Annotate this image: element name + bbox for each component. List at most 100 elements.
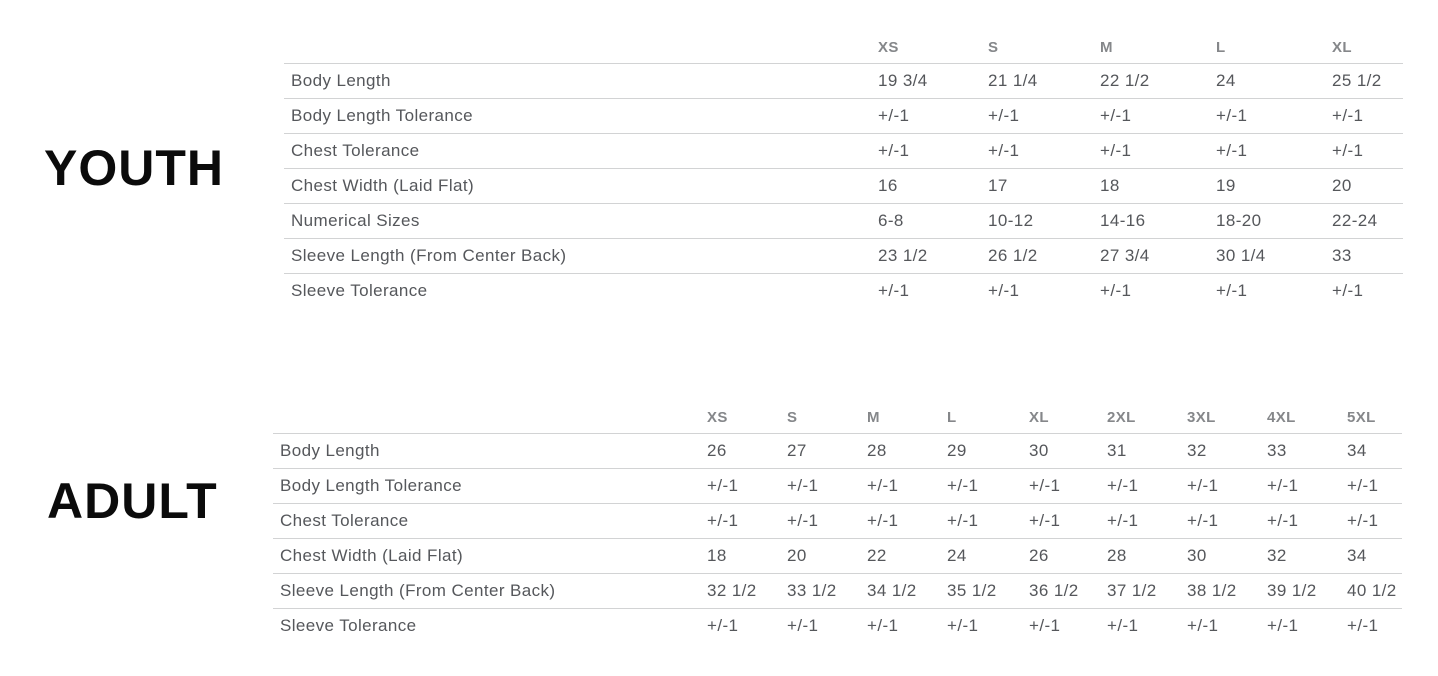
row-label: Numerical Sizes [291,210,420,230]
size-value: +/-1 [1187,615,1219,635]
size-value: 30 [1187,545,1207,565]
size-value: 33 1/2 [787,580,837,600]
size-value: 18 [1100,175,1120,195]
table-row: Sleeve Length (From Center Back) 32 1/2 33… [273,573,1402,608]
size-value: +/-1 [1187,510,1219,530]
size-value: 32 [1267,545,1287,565]
size-column-header: 5XL [1347,409,1376,427]
size-value: 32 [1187,440,1207,460]
size-value: 36 1/2 [1029,580,1079,600]
size-value: +/-1 [1029,615,1061,635]
size-value: +/-1 [1107,475,1139,495]
size-value: 33 [1332,245,1352,265]
size-column-header: XS [878,39,899,57]
size-value: +/-1 [1267,615,1299,635]
size-value: +/-1 [707,510,739,530]
table-row: Chest Tolerance +/-1 +/-1 +/-1 +/-1 +/-1 [284,133,1403,168]
size-value: 29 [947,440,967,460]
row-label: Body Length Tolerance [280,475,462,495]
row-label-header [273,403,707,433]
size-value: +/-1 [878,140,910,160]
size-value: 30 1/4 [1216,245,1266,265]
size-column-header: XS [707,409,728,427]
header-row: XS S M L XL 2XL 3XL 4XL 5XL [273,403,1402,433]
size-value: 24 [947,545,967,565]
size-value: +/-1 [1267,475,1299,495]
table-row: Chest Tolerance +/-1 +/-1 +/-1 +/-1 +/-1 +/-1 +… [273,503,1402,538]
size-value: 38 1/2 [1187,580,1237,600]
size-value: +/-1 [787,510,819,530]
size-value: 33 [1267,440,1287,460]
row-label: Chest Width (Laid Flat) [280,545,464,565]
size-value: +/-1 [947,475,979,495]
row-label: Body Length [280,440,380,460]
size-value: +/-1 [707,615,739,635]
size-value: +/-1 [988,105,1020,125]
section-label-youth: YOUTH [44,140,224,196]
size-value: +/-1 [867,475,899,495]
size-value: 34 [1347,440,1367,460]
size-value: +/-1 [1347,615,1379,635]
table-row: Body Length Tolerance +/-1 +/-1 +/-1 +/-1 +/-… [273,468,1402,503]
size-value: +/-1 [988,280,1020,300]
size-value: 22 1/2 [1100,70,1150,90]
size-value: +/-1 [1332,105,1364,125]
table-row: Numerical Sizes 6-8 10-12 14-16 18-20 22-24 [284,203,1403,238]
size-value: 40 1/2 [1347,580,1397,600]
size-value: +/-1 [1347,510,1379,530]
size-value: +/-1 [878,105,910,125]
size-column-header: XL [1029,409,1049,427]
row-label: Sleeve Tolerance [280,615,417,635]
size-value: +/-1 [1267,510,1299,530]
row-label: Sleeve Tolerance [291,280,428,300]
table-row: Chest Width (Laid Flat) 18 20 22 24 26 28 30 32 3… [273,538,1402,573]
size-value: +/-1 [1100,140,1132,160]
size-column-header: L [1216,39,1226,57]
size-value: 10-12 [988,210,1034,230]
size-value: 32 1/2 [707,580,757,600]
size-value: +/-1 [1187,475,1219,495]
size-value: 34 1/2 [867,580,917,600]
size-value: 22-24 [1332,210,1378,230]
row-label: Body Length Tolerance [291,105,473,125]
size-value: 27 [787,440,807,460]
size-value: 28 [867,440,887,460]
size-value: +/-1 [1107,615,1139,635]
size-value: +/-1 [787,615,819,635]
size-value: 31 [1107,440,1127,460]
size-value: 6-8 [878,210,904,230]
size-value: +/-1 [1100,280,1132,300]
size-value: 28 [1107,545,1127,565]
size-value: 19 [1216,175,1236,195]
size-value: +/-1 [947,615,979,635]
table-row: Body Length 19 3/4 21 1/4 22 1/2 24 25 1/2 [284,63,1403,98]
size-column-header: XL [1332,39,1352,57]
size-value: 30 [1029,440,1049,460]
size-value: 19 3/4 [878,70,928,90]
size-value: +/-1 [988,140,1020,160]
size-value: 24 [1216,70,1236,90]
size-value: 14-16 [1100,210,1146,230]
size-value: 22 [867,545,887,565]
header-row: XS S M L XL [284,33,1403,63]
size-value: 34 [1347,545,1367,565]
size-column-header: S [988,39,999,57]
size-value: 39 1/2 [1267,580,1317,600]
size-value: 25 1/2 [1332,70,1382,90]
table-row: Sleeve Tolerance +/-1 +/-1 +/-1 +/-1 +/-1 +/-1… [273,608,1402,643]
size-value: 16 [878,175,898,195]
size-value: 26 1/2 [988,245,1038,265]
size-column-header: M [867,409,880,427]
size-value: +/-1 [1216,105,1248,125]
row-label: Sleeve Length (From Center Back) [280,580,556,600]
size-value: +/-1 [1107,510,1139,530]
size-value: 18-20 [1216,210,1262,230]
table-row: Body Length 26 27 28 29 30 31 32 33 34 [273,433,1402,468]
size-value: +/-1 [867,615,899,635]
size-value: 20 [787,545,807,565]
size-value: +/-1 [1100,105,1132,125]
size-value: +/-1 [787,475,819,495]
table-row: Body Length Tolerance +/-1 +/-1 +/-1 +/-1 +/-… [284,98,1403,133]
table-row: Chest Width (Laid Flat) 16 17 18 19 20 [284,168,1403,203]
adult-size-table: XS S M L XL 2XL 3XL 4XL 5XL Body Length 26 27 28 29 30… [273,403,1402,643]
